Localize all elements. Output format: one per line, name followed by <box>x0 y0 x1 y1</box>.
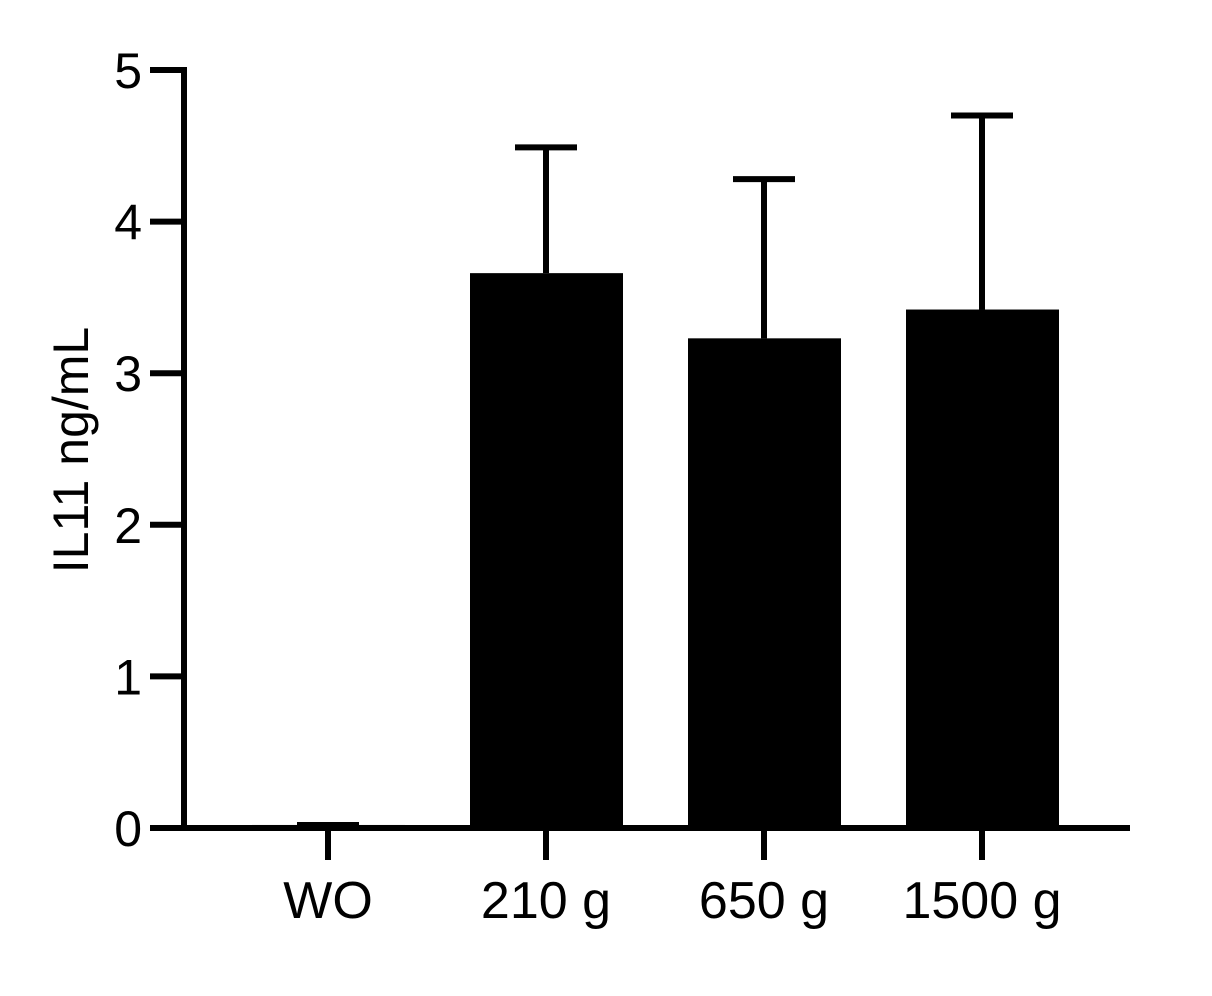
y-tick-label: 5 <box>114 43 142 99</box>
x-tick-label: WO <box>283 872 373 930</box>
y-tick-label: 3 <box>114 346 142 402</box>
bar <box>688 338 841 828</box>
x-tick-label: 210 g <box>481 872 611 930</box>
y-tick-label: 0 <box>114 801 142 857</box>
y-axis-label: IL11 ng/mL <box>43 327 99 573</box>
x-tick-label: 1500 g <box>902 872 1061 930</box>
y-tick-label: 1 <box>114 649 142 705</box>
x-tick-label: 650 g <box>699 872 829 930</box>
y-tick-label: 4 <box>114 195 142 251</box>
bar <box>906 309 1059 828</box>
bar <box>470 273 623 828</box>
y-tick-label: 2 <box>114 498 142 554</box>
